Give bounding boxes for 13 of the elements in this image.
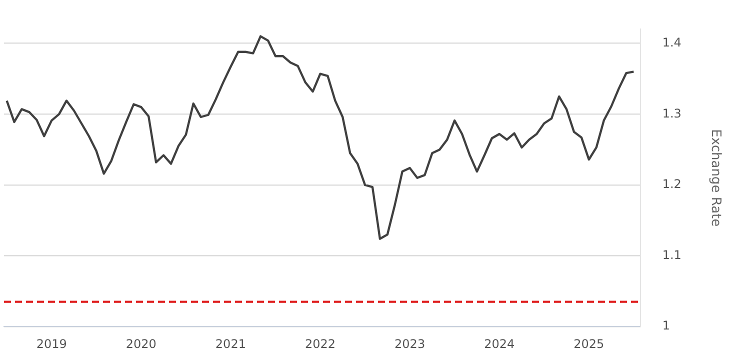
y-axis-title: Exchange Rate: [708, 129, 723, 227]
x-tick-label: 2021: [215, 336, 246, 351]
y-tick-label: 1.1: [662, 248, 682, 262]
x-tick-label: 2024: [484, 336, 515, 351]
x-tick-label: 2019: [36, 336, 67, 351]
y-tick-label: 1.2: [662, 177, 682, 192]
x-tick-label: 2025: [574, 336, 604, 351]
x-tick-label: 2023: [394, 336, 426, 351]
y-tick-label: 1.4: [662, 35, 682, 50]
y-tick-label: 1.3: [662, 106, 682, 120]
y-tick-label: 1: [662, 318, 670, 333]
x-tick-label: 2020: [126, 336, 156, 351]
x-tick-label: 2022: [304, 336, 336, 351]
